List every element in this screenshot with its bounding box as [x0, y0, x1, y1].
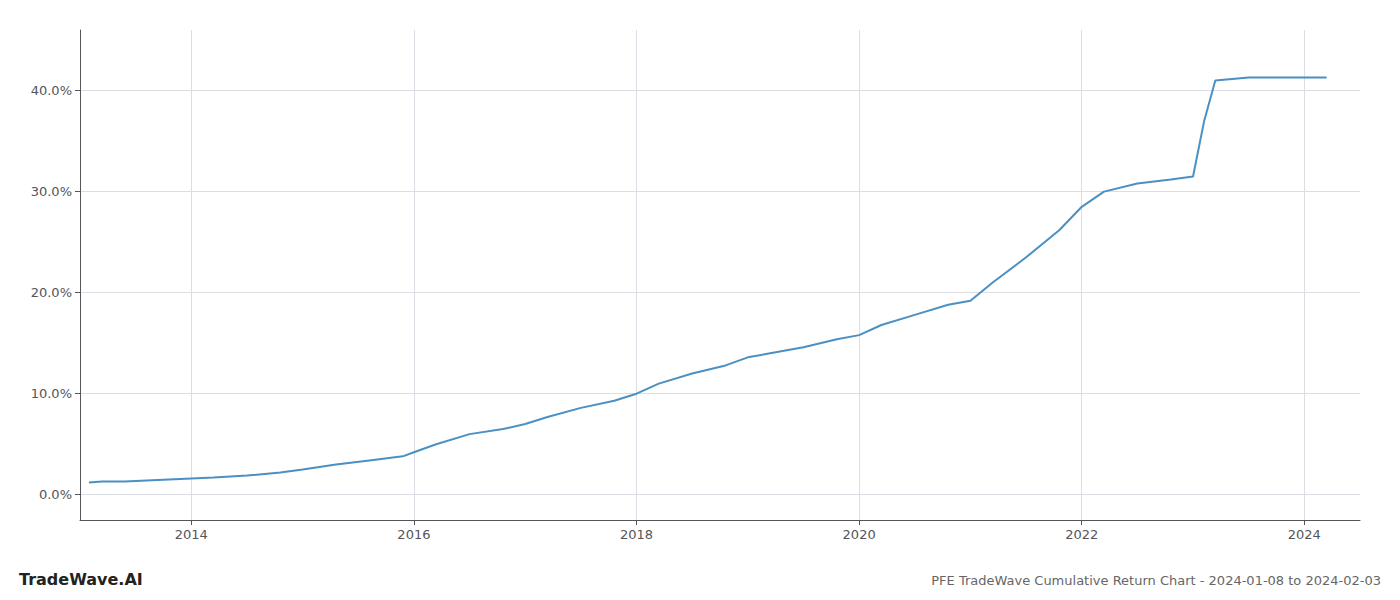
svg-text:2024: 2024 — [1288, 527, 1321, 542]
svg-text:30.0%: 30.0% — [31, 184, 72, 199]
svg-text:0.0%: 0.0% — [39, 487, 72, 502]
svg-text:2014: 2014 — [175, 527, 208, 542]
svg-text:40.0%: 40.0% — [31, 83, 72, 98]
svg-text:PFE TradeWave Cumulative Retur: PFE TradeWave Cumulative Return Chart - … — [931, 573, 1381, 588]
svg-text:2022: 2022 — [1065, 527, 1098, 542]
svg-text:2020: 2020 — [843, 527, 876, 542]
svg-text:TradeWave.AI: TradeWave.AI — [19, 570, 143, 589]
svg-text:20.0%: 20.0% — [31, 285, 72, 300]
svg-text:2018: 2018 — [620, 527, 653, 542]
svg-text:10.0%: 10.0% — [31, 386, 72, 401]
svg-text:2016: 2016 — [397, 527, 430, 542]
